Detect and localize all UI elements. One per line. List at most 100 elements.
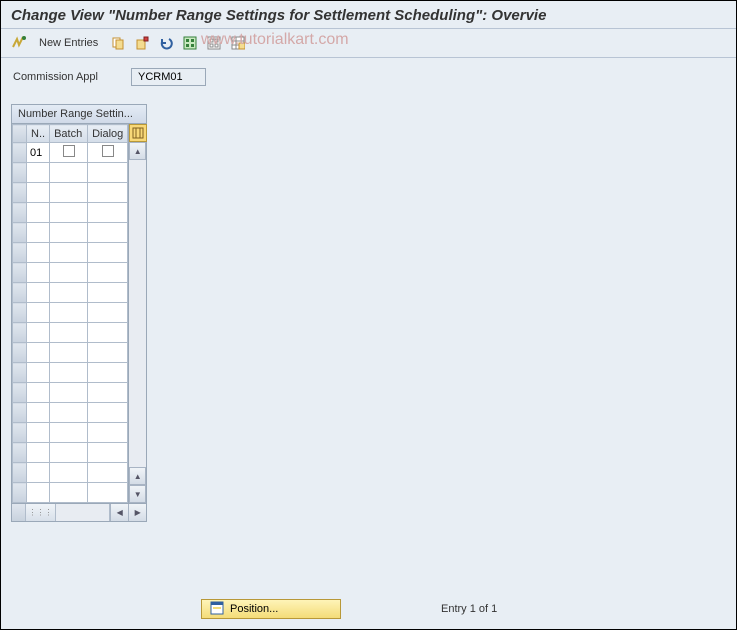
row-selector[interactable] [13, 143, 27, 163]
n-cell[interactable] [27, 243, 50, 263]
table-row-empty[interactable] [13, 443, 128, 463]
row-selector[interactable] [13, 463, 27, 483]
n-cell[interactable] [27, 203, 50, 223]
delete-icon[interactable] [132, 33, 152, 53]
n-cell[interactable] [27, 403, 50, 423]
table-row-empty[interactable] [13, 263, 128, 283]
table-row-empty[interactable] [13, 403, 128, 423]
batch-cell[interactable] [50, 443, 88, 463]
dialog-cell[interactable] [88, 383, 128, 403]
row-selector[interactable] [13, 183, 27, 203]
dialog-cell[interactable] [88, 263, 128, 283]
table-row-empty[interactable] [13, 303, 128, 323]
dialog-column-header[interactable]: Dialog [88, 125, 128, 143]
n-cell[interactable] [27, 283, 50, 303]
batch-cell[interactable] [50, 163, 88, 183]
batch-cell[interactable] [50, 263, 88, 283]
n-cell[interactable] [27, 443, 50, 463]
table-row-empty[interactable] [13, 423, 128, 443]
row-selector[interactable] [13, 483, 27, 503]
batch-cell[interactable] [50, 303, 88, 323]
n-cell[interactable] [27, 383, 50, 403]
n-cell[interactable] [27, 343, 50, 363]
row-selector[interactable] [13, 363, 27, 383]
n-column-header[interactable]: N.. [27, 125, 50, 143]
n-cell[interactable] [27, 263, 50, 283]
batch-cell[interactable] [50, 463, 88, 483]
dialog-cell[interactable] [88, 323, 128, 343]
table-row-empty[interactable] [13, 363, 128, 383]
batch-cell[interactable] [50, 483, 88, 503]
select-all-icon[interactable] [180, 33, 200, 53]
new-entries-button[interactable]: New Entries [33, 37, 104, 49]
table-row-empty[interactable] [13, 223, 128, 243]
row-selector[interactable] [13, 263, 27, 283]
dialog-cell[interactable] [88, 243, 128, 263]
row-selector[interactable] [13, 283, 27, 303]
n-cell[interactable] [27, 163, 50, 183]
table-row-empty[interactable] [13, 323, 128, 343]
batch-cell[interactable] [50, 203, 88, 223]
scroll-down-button[interactable]: ▼ [129, 485, 146, 503]
dialog-cell[interactable] [88, 363, 128, 383]
n-cell[interactable] [27, 183, 50, 203]
table-row-empty[interactable] [13, 243, 128, 263]
toggle-icon[interactable] [9, 33, 29, 53]
row-selector[interactable] [13, 403, 27, 423]
n-cell[interactable] [27, 483, 50, 503]
scroll-track[interactable] [129, 160, 146, 467]
undo-icon[interactable] [156, 33, 176, 53]
table-row-empty[interactable] [13, 343, 128, 363]
configure-columns-icon[interactable] [129, 124, 147, 142]
scroll-up-button[interactable]: ▲ [129, 142, 146, 160]
row-selector[interactable] [13, 163, 27, 183]
table-row-empty[interactable] [13, 163, 128, 183]
n-cell[interactable] [27, 323, 50, 343]
table-row-empty[interactable] [13, 283, 128, 303]
dialog-cell[interactable] [88, 483, 128, 503]
scroll-down-small-button[interactable]: ▲ [129, 467, 146, 485]
row-selector[interactable] [13, 323, 27, 343]
dialog-cell[interactable] [88, 443, 128, 463]
position-button[interactable]: Position... [201, 599, 341, 619]
dialog-cell[interactable] [88, 203, 128, 223]
row-selector[interactable] [13, 223, 27, 243]
batch-cell[interactable] [50, 223, 88, 243]
batch-cell[interactable] [50, 383, 88, 403]
dialog-cell[interactable] [88, 463, 128, 483]
batch-cell[interactable] [50, 183, 88, 203]
dialog-cell[interactable] [88, 223, 128, 243]
dialog-cell[interactable] [88, 423, 128, 443]
row-selector[interactable] [13, 383, 27, 403]
batch-cell[interactable] [50, 343, 88, 363]
table-row[interactable]: 01 [13, 143, 128, 163]
table-row-empty[interactable] [13, 183, 128, 203]
batch-cell[interactable] [50, 403, 88, 423]
dialog-cell[interactable] [88, 183, 128, 203]
batch-checkbox[interactable] [63, 145, 75, 157]
n-cell[interactable] [27, 303, 50, 323]
resize-handle[interactable]: ⋮⋮⋮ [26, 504, 56, 521]
dialog-cell[interactable] [88, 143, 128, 163]
row-selector[interactable] [13, 423, 27, 443]
dialog-cell[interactable] [88, 343, 128, 363]
row-selector[interactable] [13, 443, 27, 463]
n-cell[interactable] [27, 463, 50, 483]
row-selector[interactable] [13, 303, 27, 323]
batch-cell[interactable] [50, 143, 88, 163]
copy-icon[interactable] [108, 33, 128, 53]
select-column-header[interactable] [13, 125, 27, 143]
n-cell[interactable]: 01 [27, 143, 50, 163]
dialog-cell[interactable] [88, 303, 128, 323]
n-cell[interactable] [27, 423, 50, 443]
batch-cell[interactable] [50, 323, 88, 343]
hscroll-track[interactable] [56, 504, 110, 521]
batch-cell[interactable] [50, 283, 88, 303]
batch-cell[interactable] [50, 423, 88, 443]
row-selector[interactable] [13, 203, 27, 223]
dialog-cell[interactable] [88, 163, 128, 183]
n-cell[interactable] [27, 223, 50, 243]
table-row-empty[interactable] [13, 203, 128, 223]
dialog-cell[interactable] [88, 403, 128, 423]
dialog-cell[interactable] [88, 283, 128, 303]
